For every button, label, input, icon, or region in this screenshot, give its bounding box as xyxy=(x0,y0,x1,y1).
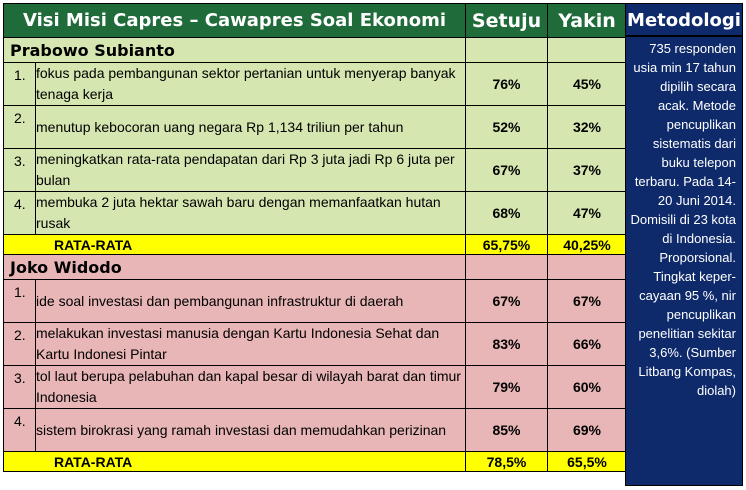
section-row-prabowo: Prabowo Subianto xyxy=(3,37,627,63)
column-header-yakin: Yakin xyxy=(547,3,627,38)
item-text: meningkatkan rata-rata pendapatan dari R… xyxy=(35,148,466,192)
candidate-name-prabowo: Prabowo Subianto xyxy=(3,37,466,63)
table-row: 4. sistem birokrasi yang ramah investasi… xyxy=(3,408,627,452)
table-row: 2. melakukan investasi manusia dengan Ka… xyxy=(3,322,627,366)
item-number: 1. xyxy=(3,279,36,323)
value-setuju: 83% xyxy=(465,322,548,366)
item-text: membuka 2 juta hektar sawah baru dengan … xyxy=(35,191,466,235)
item-number: 3. xyxy=(3,365,36,409)
item-number: 2. xyxy=(3,322,36,366)
value-yakin: 45% xyxy=(547,62,627,106)
average-yakin: 40,25% xyxy=(547,234,627,255)
metodologi-text: 735 responden usia min 17 tahun dipilih … xyxy=(625,36,743,486)
average-row-prabowo: RATA-RATA 65,75% 40,25% xyxy=(3,234,627,255)
metodologi-header: Metodologi xyxy=(625,3,743,36)
column-header-setuju: Setuju xyxy=(465,3,548,38)
item-number: 4. xyxy=(3,408,36,452)
value-setuju: 67% xyxy=(465,279,548,323)
item-text: melakukan investasi manusia dengan Kartu… xyxy=(35,322,466,366)
item-text: tol laut berupa pelabuhan dan kapal besa… xyxy=(35,365,466,409)
survey-table: Visi Misi Capres – Cawapres Soal Ekonomi… xyxy=(3,3,627,472)
value-setuju: 67% xyxy=(465,148,548,192)
header-row: Visi Misi Capres – Cawapres Soal Ekonomi… xyxy=(3,3,627,38)
value-setuju: 52% xyxy=(465,105,548,149)
item-text: fokus pada pembangunan sektor pertanian … xyxy=(35,62,466,106)
table-title: Visi Misi Capres – Cawapres Soal Ekonomi xyxy=(3,3,466,38)
table-row: 1. fokus pada pembangunan sektor pertani… xyxy=(3,62,627,106)
candidate-name-jokowi: Joko Widodo xyxy=(3,254,466,280)
table-row: 4. membuka 2 juta hektar sawah baru deng… xyxy=(3,191,627,235)
table-row: 1. ide soal investasi dan pembangunan in… xyxy=(3,279,627,323)
average-setuju: 78,5% xyxy=(465,451,548,472)
value-setuju: 76% xyxy=(465,62,548,106)
table-row: 2. menutup kebocoran uang negara Rp 1,13… xyxy=(3,105,627,149)
value-yakin: 47% xyxy=(547,191,627,235)
item-number: 1. xyxy=(3,62,36,106)
item-text: menutup kebocoran uang negara Rp 1,134 t… xyxy=(35,105,466,149)
value-yakin: 66% xyxy=(547,322,627,366)
item-number: 4. xyxy=(3,191,36,235)
value-setuju: 68% xyxy=(465,191,548,235)
item-number: 3. xyxy=(3,148,36,192)
average-label: RATA-RATA xyxy=(3,451,466,472)
item-text: sistem birokrasi yang ramah investasi da… xyxy=(35,408,466,452)
item-number: 2. xyxy=(3,105,36,149)
table-row: 3. meningkatkan rata-rata pendapatan dar… xyxy=(3,148,627,192)
value-setuju: 85% xyxy=(465,408,548,452)
average-row-jokowi: RATA-RATA 78,5% 65,5% xyxy=(3,451,627,472)
average-label: RATA-RATA xyxy=(3,234,466,255)
average-yakin: 65,5% xyxy=(547,451,627,472)
value-yakin: 37% xyxy=(547,148,627,192)
item-text: ide soal investasi dan pembangunan infra… xyxy=(35,279,466,323)
value-yakin: 67% xyxy=(547,279,627,323)
value-yakin: 32% xyxy=(547,105,627,149)
value-setuju: 79% xyxy=(465,365,548,409)
average-setuju: 65,75% xyxy=(465,234,548,255)
value-yakin: 60% xyxy=(547,365,627,409)
table-row: 3. tol laut berupa pelabuhan dan kapal b… xyxy=(3,365,627,409)
section-row-jokowi: Joko Widodo xyxy=(3,254,627,280)
value-yakin: 69% xyxy=(547,408,627,452)
